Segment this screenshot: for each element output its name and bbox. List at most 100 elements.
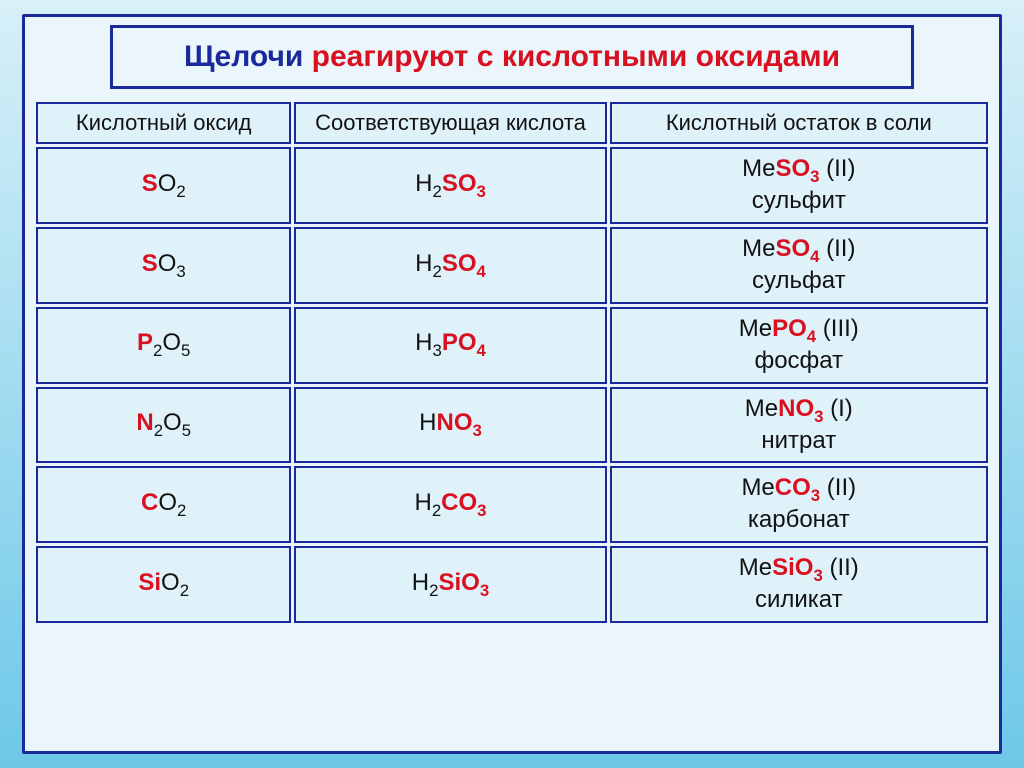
- acid-hydrogen: H: [412, 569, 429, 596]
- oxide-formula: CO2: [141, 489, 186, 516]
- acid-residue: NO: [436, 409, 472, 436]
- acid-residue: CO: [441, 489, 477, 516]
- acid-sub: 3: [480, 580, 489, 599]
- salt-name: силикат: [616, 586, 982, 615]
- salt-metal: Me: [745, 395, 778, 422]
- salt-metal: Me: [742, 155, 775, 182]
- oxide-formula: SO2: [142, 170, 186, 197]
- oxide-formula: N2O5: [136, 409, 191, 436]
- salt-valency: (I): [823, 395, 852, 422]
- oxide-sub: 2: [176, 182, 185, 201]
- oxide-cell: N2O5: [36, 387, 291, 464]
- oxide-oxygen: O: [162, 329, 181, 356]
- acid-hsub: 2: [432, 182, 441, 201]
- acid-residue: PO: [442, 329, 477, 356]
- oxide-cell: P2O5: [36, 307, 291, 384]
- acid-residue: SO: [442, 250, 477, 277]
- oxide-cell: SiO2: [36, 546, 291, 623]
- salt-cell: MeSiO3 (II) силикат: [610, 546, 988, 623]
- salt-valency: (II): [820, 474, 856, 501]
- acid-residue: SO: [442, 170, 477, 197]
- acid-hydrogen: H: [419, 409, 436, 436]
- acid-residue: SiO: [438, 569, 479, 596]
- oxide-element: N: [136, 409, 153, 436]
- oxide-formula: SO3: [142, 250, 186, 277]
- salt-residue: PO: [772, 315, 807, 342]
- header-acid: Соответствующая кислота: [294, 102, 606, 144]
- salt-sub: 3: [811, 486, 820, 505]
- oxide-sub: 2: [180, 580, 189, 599]
- acid-cell: H2CO3: [294, 466, 606, 543]
- salt-residue: SO: [775, 235, 810, 262]
- oxide-sub: 5: [181, 341, 190, 360]
- oxide-element: P: [137, 329, 153, 356]
- salt-cell: MeNO3 (I)нитрат: [610, 387, 988, 464]
- acid-formula: H2SO3: [415, 170, 486, 197]
- salt-residue: NO: [778, 395, 814, 422]
- salt-formula: MePO4 (III): [739, 315, 859, 342]
- salt-valency: (II): [819, 235, 855, 262]
- acid-formula: H3PO4: [415, 329, 486, 356]
- oxide-oxygen: O: [158, 489, 177, 516]
- oxide-sub: 2: [177, 501, 186, 520]
- header-oxide: Кислотный оксид: [36, 102, 291, 144]
- acid-sub: 4: [477, 341, 486, 360]
- oxide-sub: 3: [176, 261, 185, 280]
- acid-sub: 3: [477, 501, 486, 520]
- oxide-oxygen: O: [158, 170, 177, 197]
- salt-sub: 3: [813, 566, 822, 585]
- title-box: Щелочи реагируют с кислотными оксидами: [110, 25, 915, 89]
- salt-metal: Me: [742, 235, 775, 262]
- salt-metal: Me: [739, 315, 772, 342]
- oxide-cell: CO2: [36, 466, 291, 543]
- oxide-cell: SO2: [36, 147, 291, 224]
- salt-valency: (II): [823, 554, 859, 581]
- salt-residue: SiO: [772, 554, 813, 581]
- salt-formula: MeCO3 (II): [741, 474, 856, 501]
- salt-formula: MeSO4 (II): [742, 235, 855, 262]
- salt-residue: CO: [775, 474, 811, 501]
- oxide-element: S: [142, 170, 158, 197]
- salt-formula: MeNO3 (I): [745, 395, 853, 422]
- acid-hsub: 3: [432, 341, 441, 360]
- oxide-element: Si: [138, 569, 161, 596]
- salt-valency: (II): [819, 155, 855, 182]
- table-row: SO3H2SO4MeSO4 (II)сульфат: [36, 227, 988, 304]
- acid-sub: 4: [477, 261, 486, 280]
- oxide-oxygen: O: [158, 250, 177, 277]
- salt-residue: SO: [775, 155, 810, 182]
- oxide-oxygen: O: [161, 569, 180, 596]
- oxide-acid-table: Кислотный оксид Соответствующая кислота …: [33, 99, 991, 626]
- table-row: P2O5H3PO4MePO4 (III)фосфат: [36, 307, 988, 384]
- acid-cell: H2SiO3: [294, 546, 606, 623]
- acid-cell: H3PO4: [294, 307, 606, 384]
- salt-cell: MeCO3 (II)карбонат: [610, 466, 988, 543]
- salt-name: сульфит: [616, 187, 982, 216]
- salt-name: фосфат: [616, 347, 982, 376]
- table-row: SO2H2SO3MeSO3 (II)сульфит: [36, 147, 988, 224]
- acid-hydrogen: H: [415, 170, 432, 197]
- salt-valency: (III): [816, 315, 859, 342]
- salt-cell: MePO4 (III) фосфат: [610, 307, 988, 384]
- oxide-oxygen: O: [163, 409, 182, 436]
- salt-cell: MeSO3 (II)сульфит: [610, 147, 988, 224]
- acid-cell: H2SO4: [294, 227, 606, 304]
- table-header-row: Кислотный оксид Соответствующая кислота …: [36, 102, 988, 144]
- table-row: SiO2H2SiO3MeSiO3 (II)силикат: [36, 546, 988, 623]
- slide-panel: Щелочи реагируют с кислотными оксидами К…: [22, 14, 1002, 754]
- acid-cell: H2SO3: [294, 147, 606, 224]
- salt-metal: Me: [741, 474, 774, 501]
- acid-hydrogen: H: [414, 489, 431, 516]
- oxide-formula: SiO2: [138, 569, 189, 596]
- salt-name: сульфат: [616, 267, 982, 296]
- oxide-formula: P2O5: [137, 329, 190, 356]
- acid-formula: HNO3: [419, 409, 482, 436]
- acid-formula: H2CO3: [414, 489, 486, 516]
- acid-hydrogen: H: [415, 250, 432, 277]
- acid-cell: HNO3: [294, 387, 606, 464]
- salt-metal: Me: [739, 554, 772, 581]
- acid-hsub: 2: [432, 261, 441, 280]
- header-residue: Кислотный остаток в соли: [610, 102, 988, 144]
- salt-sub: 4: [807, 327, 816, 346]
- acid-formula: H2SiO3: [412, 569, 489, 596]
